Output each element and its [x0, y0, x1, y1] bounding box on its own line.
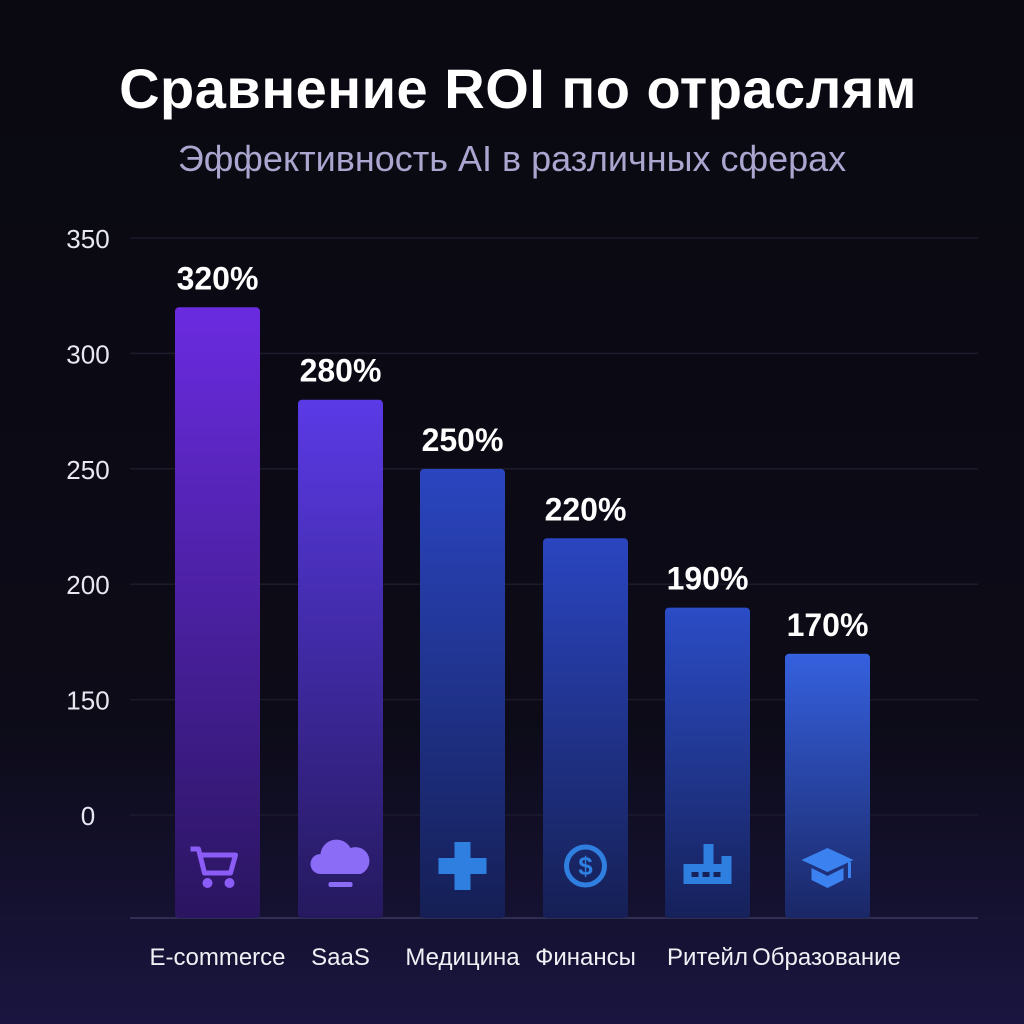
data-label: 190% [667, 561, 749, 597]
bar-медицина [420, 469, 505, 918]
dollar-coin-icon: $ [564, 844, 607, 888]
data-label: 250% [422, 422, 504, 458]
cart-icon [190, 846, 238, 888]
data-label: 320% [177, 260, 259, 296]
factory-icon [683, 844, 732, 884]
y-tick-label: 300 [66, 339, 109, 369]
data-label: 170% [787, 607, 869, 643]
y-tick-label: 150 [66, 686, 109, 716]
y-tick-label: 200 [66, 570, 109, 600]
bar-saas [298, 399, 383, 918]
medical-cross-icon [438, 842, 487, 890]
x-tick-label: Финансы [535, 944, 636, 971]
x-tick-label: Ритейл [667, 944, 748, 971]
bar-финансы [543, 538, 628, 918]
x-tick-label: Образование [752, 944, 901, 971]
y-tick-label: 350 [66, 224, 109, 254]
bar-e-commerce [175, 307, 260, 918]
graduation-cap-icon [801, 848, 854, 888]
x-tick-label: E-commerce [149, 944, 285, 971]
bar-образование [785, 653, 870, 918]
chart-title: Сравнение ROI по отраслям [119, 57, 917, 120]
x-tick-label: Медицина [405, 944, 520, 971]
svg-text:$: $ [578, 851, 593, 881]
cloud-icon [310, 839, 370, 887]
data-label: 220% [545, 491, 627, 527]
y-tick-label: 250 [66, 455, 109, 485]
chart-subtitle: Эффективность AI в различных сферах [177, 138, 847, 179]
y-tick-label: 0 [81, 801, 95, 831]
data-label: 280% [300, 353, 382, 389]
x-tick-label: SaaS [311, 944, 370, 971]
bar-ритейл [665, 607, 750, 918]
